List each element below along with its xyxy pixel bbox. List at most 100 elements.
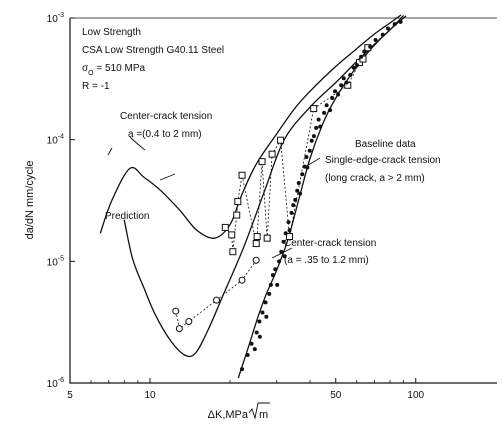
y-axis-title: da/dN mm/cycle [24,161,36,240]
baseline-dot-point [351,65,356,70]
axis-ticks: 5 10 50 100 10-6 10-5 10-4 10-3 [47,12,425,401]
baseline-dot-point [286,220,291,225]
baseline-dot-point [283,231,288,236]
cct-square-point [233,211,241,219]
cct-square-point [229,248,237,256]
x-axis-title-text: ΔK,MPa [208,409,249,421]
baseline-dot-point [316,117,321,122]
baseline-dot-point [304,155,309,160]
baseline-dot-point [311,134,316,139]
baseline-dot-point [398,19,403,24]
annotation-prediction: Prediction [105,211,149,222]
baseline-dot-point [328,108,333,113]
x-tick-label-0: 5 [67,390,73,401]
baseline-dot-point [282,254,287,259]
x-axis-title: ΔK,MPa m [208,402,270,421]
y-tick-label-0: 10-6 [47,377,64,390]
baseline-dot-point [296,181,301,186]
baseline-dot-point [298,191,303,196]
baseline-dot-point [252,347,257,352]
baseline-dot-point [309,138,314,143]
baseline-dot-point [295,188,300,193]
baseline-dot-point [293,197,298,202]
series-1-connector [175,260,257,330]
baseline-dot-point [270,273,275,278]
baseline-dot-point [359,54,364,59]
baseline-dot-point [268,282,273,287]
baseline-dot-point [318,124,323,129]
ratio-label: R = -1 [82,81,110,92]
baseline-dot-point [240,367,245,372]
annotation-center-crack-upper-range: a =(0.4 to 2 mm) [128,129,202,140]
cct-square-point [228,231,236,239]
y-tick-label-1: 10-5 [47,255,64,268]
x-tick-label-2: 50 [330,390,342,401]
cct-circle-point [213,296,221,304]
baseline-dot-point [339,83,344,88]
chart-title: Low Strength [82,27,141,38]
cct-square-point [310,105,318,113]
baseline-dot-point [333,89,338,94]
cct-circle-point [175,325,183,333]
annotation-single-edge-range: (long crack, a > 2 mm) [325,173,425,184]
baseline-dot-point [392,22,397,27]
annotation-center-crack-lower: Center-crack tension [284,238,376,249]
baseline-dot-point [287,228,292,233]
baseline-dot-point [267,291,272,296]
baseline-dot-point [257,334,262,339]
cct-square-point [355,59,363,67]
baseline-dot-point [300,172,305,177]
baseline-dot-point [289,210,294,215]
baseline-dot-point [263,300,268,305]
sqrt-icon [248,402,270,420]
baseline-dot-point [291,203,296,208]
x-axis-title-root: m [259,409,268,421]
baseline-dot-point [249,341,254,346]
baseline-dot-point [322,110,327,115]
stress-label: σO = 510 MPa [82,63,145,77]
baseline-dot-point [330,96,335,101]
cct-square-point [253,232,261,240]
curves [99,14,407,379]
baseline-dot-point [380,32,385,37]
annotation-center-crack-upper: Center-crack tension [120,111,212,122]
baseline-dot-point [281,239,286,244]
annotation-single-edge: Single-edge-crack tension [325,155,441,166]
baseline-dot-point [264,314,269,319]
baseline-dot-point [257,319,262,324]
annotation-center-crack-lower-range: (a = .35 to 1.2 mm) [284,255,369,266]
baseline-dot-point [341,76,346,81]
baseline-dot-point [307,148,312,153]
y-tick-label-3: 10-3 [47,12,64,25]
curve-0 [99,14,402,239]
x-tick-label-3: 100 [407,390,424,401]
y-tick-label-2: 10-4 [47,134,64,147]
chart-subtitle: CSA Low Strength G40.11 Steel [82,45,224,56]
baseline-dot-point [373,37,378,42]
baseline-dot-point [336,92,341,97]
cct-square-point [238,171,246,179]
baseline-dot-point [348,73,353,78]
baseline-dot-point [385,26,390,31]
baseline-dot-point [245,352,250,357]
series-0-connector [224,47,369,252]
baseline-dot-point [362,49,367,54]
annotation-leaders [107,136,321,259]
baseline-dot-point [277,259,282,264]
data-points [172,19,403,372]
cct-circle-point [172,307,180,315]
cct-circle-point [252,256,260,264]
curve-2 [237,15,407,379]
cct-square-point [277,136,285,144]
baseline-dot-point [275,282,280,287]
baseline-dot-point [260,310,265,315]
cct-square-point [252,240,260,248]
x-tick-label-1: 10 [144,390,156,401]
baseline-dot-point [324,103,329,108]
baseline-dot-point [273,267,278,272]
cct-square-point [234,198,242,206]
cct-circle-point [185,318,193,326]
cct-square-point [286,232,294,240]
baseline-dot-point [344,80,349,85]
